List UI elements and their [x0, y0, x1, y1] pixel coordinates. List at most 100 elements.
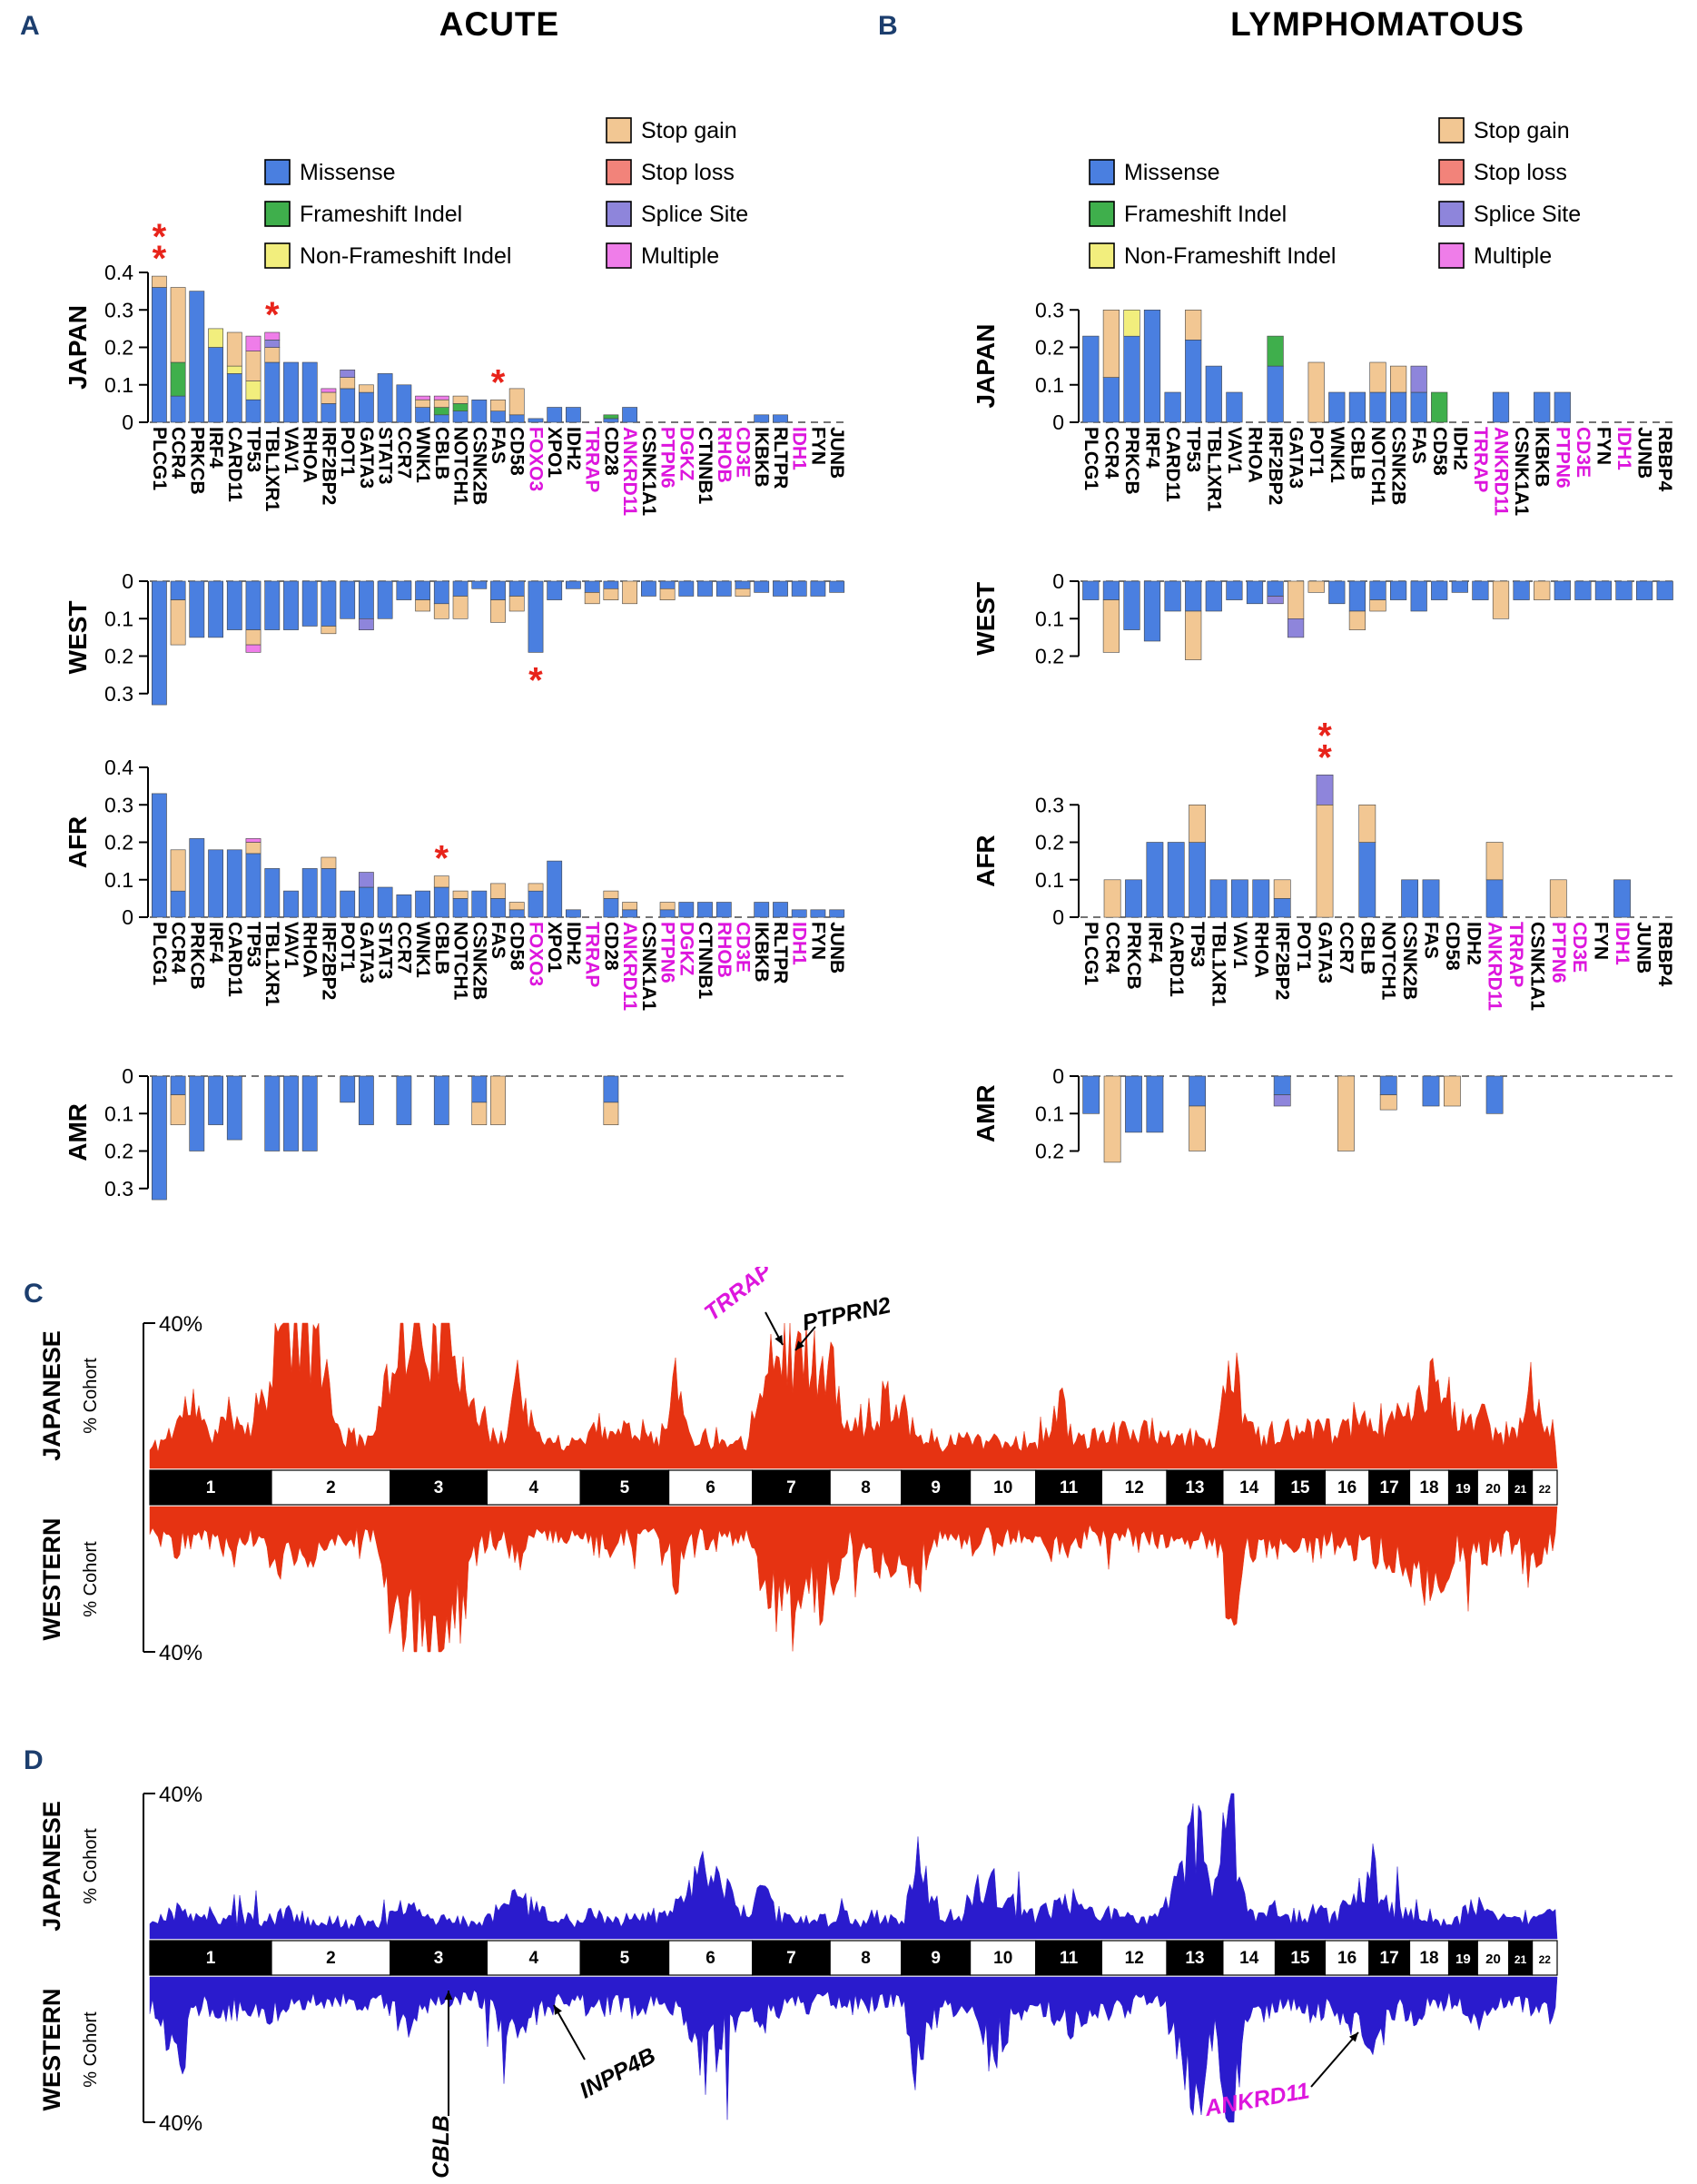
gene-label: GATA3: [356, 922, 377, 983]
chromosome-box: [1274, 1940, 1327, 1976]
mutation-bar-segment: [433, 603, 449, 619]
mutation-bar-segment: [1209, 879, 1228, 918]
mutation-bar-segment: [1534, 580, 1551, 600]
mutation-bar-segment: [226, 580, 242, 630]
mutation-bar-segment: [1379, 1094, 1397, 1111]
gene-label: CD3E: [1573, 427, 1593, 478]
mutation-bar-segment: [810, 580, 826, 597]
cnv-frequency-profile: [149, 1506, 1558, 1653]
chromosome-number: 17: [1380, 1478, 1399, 1497]
mutation-bar-segment: [340, 580, 356, 619]
mutation-bar-segment: [170, 395, 186, 423]
y-axis-tick-label: 0.4: [104, 261, 133, 284]
gene-label: CCR4: [1102, 922, 1123, 973]
y-axis-tick-label: 0.1: [1035, 1102, 1064, 1125]
annotation-arrowhead: [554, 2005, 562, 2015]
mutation-bar-segment: [226, 331, 242, 367]
gene-label: ANKRD11: [619, 427, 640, 516]
mutation-bar-segment: [1205, 365, 1222, 423]
mutation-bar-segment: [1379, 1075, 1397, 1095]
gene-label: POT1: [337, 922, 358, 972]
mutation-bar-segment: [1267, 365, 1284, 423]
gene-label: POT1: [337, 427, 358, 477]
gene-label: CCR4: [1100, 427, 1121, 479]
mutation-bar-segment: [1401, 879, 1419, 918]
gene-label: VAV1: [1224, 427, 1245, 474]
mutation-bar-segment: [678, 902, 695, 918]
mutation-bar-segment: [264, 361, 281, 423]
mutation-bar-segment: [1185, 339, 1202, 423]
chromosome-box: [667, 1940, 754, 1976]
mutation-bar-segment: [471, 1075, 488, 1103]
gene-label: FAS: [1408, 427, 1429, 464]
mutation-bar-segment: [1102, 309, 1120, 378]
cohort-label: AFR: [64, 816, 92, 869]
mutation-bar-segment: [735, 580, 751, 589]
mutation-bar-segment: [471, 580, 488, 589]
mutation-bar-segment: [433, 886, 449, 918]
y-axis-tick-label: 0: [1052, 1064, 1064, 1088]
mutation-bar-segment: [490, 580, 506, 600]
chromosome-number: 3: [434, 1478, 444, 1497]
mutation-bar-segment: [490, 883, 506, 899]
panel-letter-a: A: [20, 11, 40, 41]
y-axis-tick-label: 0.2: [104, 645, 133, 668]
chromosome-number: 7: [786, 1478, 796, 1497]
chromosome-number: 6: [705, 1478, 715, 1497]
y-axis-tick-label: 0.3: [1035, 298, 1064, 321]
annotation-inpp4b: INPP4B: [576, 2042, 660, 2103]
mutation-bar-segment: [415, 407, 431, 423]
chromosome-number: 3: [434, 1949, 444, 1968]
mutation-bar-segment: [528, 580, 544, 653]
mutation-bar-segment: [1143, 309, 1161, 423]
annotation-arrowhead: [444, 1991, 453, 2000]
mutation-bar-segment: [170, 599, 186, 646]
mutation-bar-segment: [603, 418, 619, 423]
mutation-bar-segment: [452, 410, 469, 423]
annotation-ankrd11: ANKRD11: [1202, 2078, 1311, 2121]
legend-swatch: [606, 159, 632, 185]
legend-label: Non-Frameshift Indel: [1124, 243, 1336, 269]
mutation-bar-segment: [377, 580, 393, 619]
mutation-bar-segment: [264, 868, 281, 918]
mutation-bar-segment: [415, 399, 431, 408]
legend-label: Frameshift Indel: [1124, 202, 1287, 227]
mutation-bar-segment: [603, 414, 619, 420]
chromosome-box: [390, 1940, 488, 1976]
significance-asterisk: *: [491, 362, 506, 402]
chromosome-box: [1222, 1469, 1277, 1506]
gene-label: CARD11: [1162, 427, 1183, 502]
gene-label: NOTCH1: [1367, 427, 1388, 506]
chromosome-number: 14: [1239, 1478, 1259, 1497]
y-axis-tick-label: 0.2: [1035, 336, 1064, 360]
gene-label: IRF2BP2: [1272, 922, 1293, 1000]
gene-label: JUNB: [1633, 922, 1653, 973]
axis-limit-label: 40%: [159, 1641, 202, 1665]
mutation-bar-segment: [1164, 391, 1181, 423]
mutation-bar-segment: [1328, 391, 1346, 423]
mutation-bar-segment: [1082, 335, 1100, 423]
chromosome-box: [1476, 1469, 1510, 1506]
mutation-bar-segment: [1307, 361, 1325, 423]
mutation-bar-segment: [396, 384, 412, 423]
chromosome-number: 2: [326, 1949, 336, 1968]
chromosome-number: 19: [1455, 1481, 1471, 1497]
mutation-bar-segment: [754, 580, 770, 593]
mutation-bar-segment: [1369, 391, 1386, 423]
chromosome-number: 16: [1337, 1949, 1357, 1968]
mutation-bar-segment: [1267, 580, 1284, 597]
mutation-bar-segment: [1348, 610, 1366, 630]
mutation-bar-segment: [358, 886, 374, 918]
mutation-bar-segment: [715, 580, 732, 597]
mutation-bar-segment: [170, 287, 186, 363]
gene-label: IDH1: [789, 427, 810, 470]
gene-label: PTPN6: [657, 427, 678, 489]
mutation-bar-segment: [1389, 391, 1407, 423]
mutation-bar-segment: [1369, 580, 1386, 600]
gene-label: IRF4: [205, 922, 226, 964]
mutation-bar-segment: [340, 890, 356, 918]
y-axis-tick-label: 0.1: [104, 373, 133, 397]
mutation-bar-segment: [471, 1102, 488, 1126]
mutation-bar-segment: [1656, 580, 1673, 600]
